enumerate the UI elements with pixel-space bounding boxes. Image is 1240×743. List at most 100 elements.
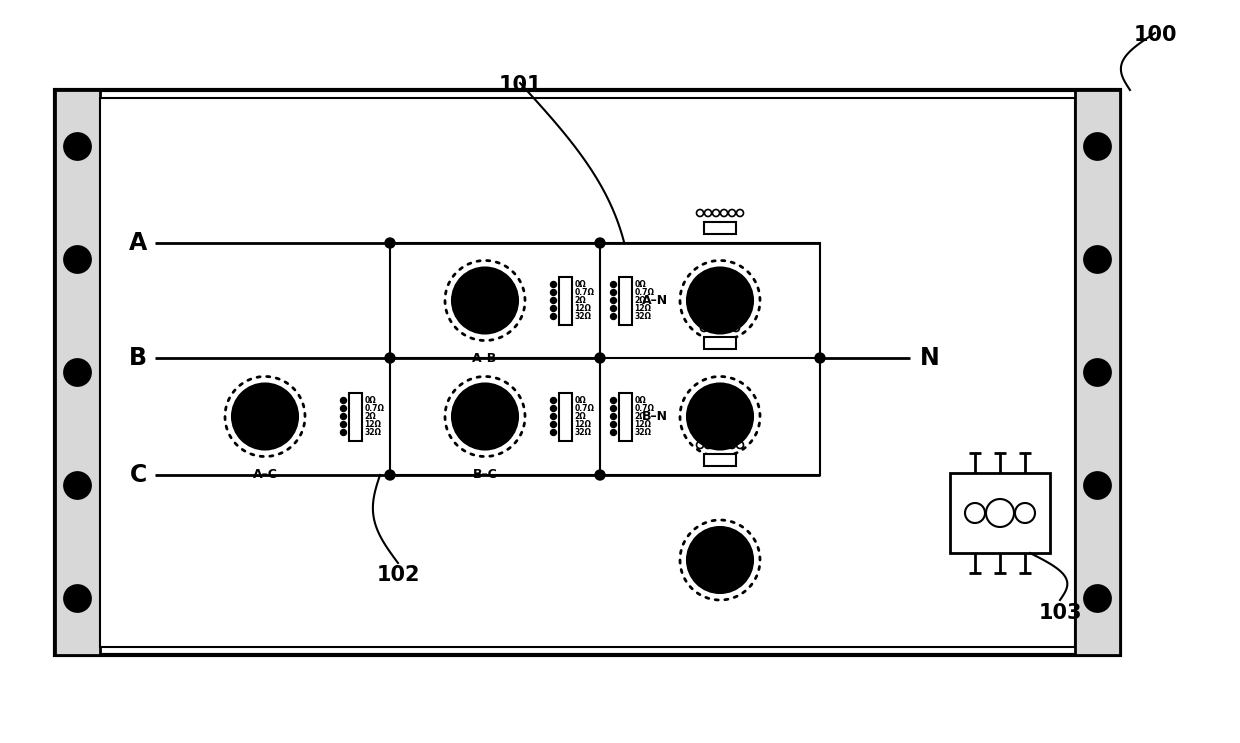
Text: 0.7Ω: 0.7Ω: [635, 404, 655, 413]
Text: 0.7Ω: 0.7Ω: [574, 288, 594, 297]
Circle shape: [610, 398, 616, 403]
Circle shape: [551, 305, 557, 311]
Circle shape: [610, 305, 616, 311]
Circle shape: [703, 400, 737, 433]
Circle shape: [717, 414, 723, 420]
Circle shape: [735, 291, 740, 297]
Text: 2Ω: 2Ω: [635, 296, 646, 305]
Circle shape: [467, 284, 502, 317]
Text: N: N: [920, 346, 940, 370]
Circle shape: [551, 290, 557, 296]
Circle shape: [610, 406, 616, 412]
Circle shape: [551, 282, 557, 288]
Text: O: O: [73, 592, 82, 605]
Text: 0Ω: 0Ω: [635, 280, 646, 289]
Circle shape: [1085, 585, 1111, 611]
Circle shape: [482, 297, 489, 303]
Bar: [950, 473, 1050, 553]
Circle shape: [610, 297, 616, 303]
Bar: [619, 276, 631, 325]
Circle shape: [610, 421, 616, 427]
Text: 0Ω: 0Ω: [574, 396, 587, 405]
Circle shape: [551, 314, 557, 319]
Bar: [704, 454, 737, 466]
Bar: [55, 90, 1120, 655]
Text: 32Ω: 32Ω: [635, 312, 651, 321]
Text: 32Ω: 32Ω: [574, 312, 591, 321]
Circle shape: [262, 414, 268, 420]
Circle shape: [712, 552, 728, 568]
Text: 12Ω: 12Ω: [574, 304, 591, 313]
Text: O: O: [73, 366, 82, 379]
Circle shape: [698, 395, 742, 438]
Text: 102: 102: [376, 565, 420, 585]
Text: 32Ω: 32Ω: [574, 428, 591, 437]
Text: 32Ω: 32Ω: [365, 428, 382, 437]
Circle shape: [610, 314, 616, 319]
Text: 0Ω: 0Ω: [635, 396, 646, 405]
Circle shape: [341, 414, 346, 420]
Circle shape: [610, 414, 616, 420]
Circle shape: [687, 527, 753, 593]
Circle shape: [595, 470, 605, 480]
Text: O: O: [1092, 479, 1102, 492]
Text: B: B: [129, 346, 148, 370]
Circle shape: [500, 291, 506, 297]
Circle shape: [64, 585, 91, 611]
Text: 0Ω: 0Ω: [365, 396, 376, 405]
Circle shape: [384, 353, 396, 363]
Text: B–C: B–C: [472, 469, 497, 481]
Text: A: A: [129, 231, 148, 255]
Circle shape: [1085, 134, 1111, 160]
Text: A–C: A–C: [253, 469, 278, 481]
Bar: [619, 392, 631, 441]
Circle shape: [477, 293, 494, 308]
Text: 101: 101: [498, 75, 542, 95]
Circle shape: [463, 279, 507, 322]
Circle shape: [341, 406, 346, 412]
Circle shape: [71, 366, 84, 380]
Circle shape: [71, 478, 84, 493]
Bar: [558, 276, 572, 325]
Circle shape: [64, 360, 91, 386]
Circle shape: [551, 406, 557, 412]
Circle shape: [551, 398, 557, 403]
Text: 2Ω: 2Ω: [635, 412, 646, 421]
Text: 100: 100: [1133, 25, 1177, 45]
Bar: [348, 392, 362, 441]
Text: O: O: [73, 140, 82, 153]
Circle shape: [1090, 478, 1105, 493]
Circle shape: [64, 134, 91, 160]
Circle shape: [687, 267, 753, 334]
Circle shape: [717, 297, 723, 303]
Bar: [391, 243, 820, 475]
Text: C: C: [130, 463, 148, 487]
Circle shape: [610, 429, 616, 435]
Circle shape: [687, 383, 753, 450]
Circle shape: [595, 353, 605, 363]
Text: A–N: A–N: [642, 294, 668, 307]
Circle shape: [712, 293, 728, 308]
Text: 12Ω: 12Ω: [635, 420, 651, 429]
Circle shape: [384, 238, 396, 248]
Circle shape: [64, 247, 91, 273]
Circle shape: [482, 414, 489, 420]
Circle shape: [500, 407, 506, 413]
Bar: [704, 337, 737, 349]
Bar: [55, 90, 100, 655]
Circle shape: [815, 353, 825, 363]
Circle shape: [735, 407, 740, 413]
Text: B–N: B–N: [642, 410, 668, 423]
Circle shape: [467, 400, 502, 433]
Text: 0.7Ω: 0.7Ω: [574, 404, 594, 413]
Circle shape: [71, 591, 84, 606]
Text: A–B: A–B: [472, 352, 497, 366]
Circle shape: [1085, 473, 1111, 499]
Text: 12Ω: 12Ω: [365, 420, 382, 429]
Circle shape: [384, 470, 396, 480]
Text: O: O: [1092, 140, 1102, 153]
Circle shape: [248, 400, 281, 433]
Circle shape: [71, 253, 84, 267]
Circle shape: [551, 429, 557, 435]
Text: 0.7Ω: 0.7Ω: [365, 404, 384, 413]
